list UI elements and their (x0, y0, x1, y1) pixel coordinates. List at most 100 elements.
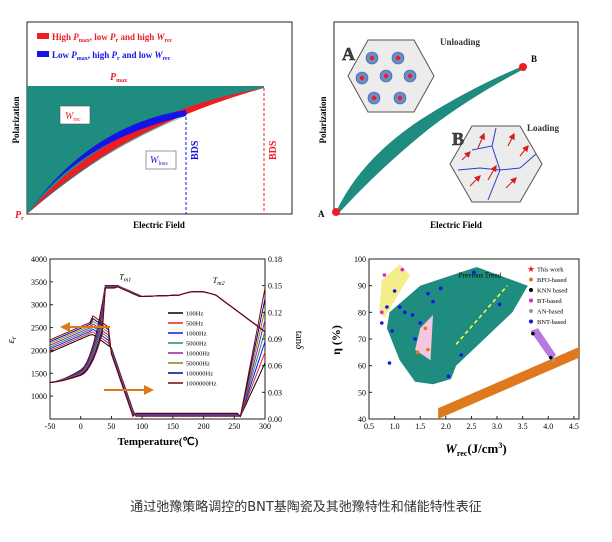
inset-b: B (449, 125, 543, 203)
y-tick-label: 2000 (31, 346, 47, 355)
loss-curve-100000Hz (49, 298, 266, 418)
y-tick-label: 2500 (31, 324, 47, 333)
x-tick-label: 200 (198, 422, 210, 431)
trend-line (455, 285, 508, 345)
x-tick-label: 2.0 (441, 422, 451, 431)
inset-a: A (342, 39, 435, 113)
point-bnt (446, 374, 451, 379)
panel-c-frame (49, 258, 266, 420)
trend-label: Previous Trend (459, 272, 502, 280)
legend-marker (529, 288, 533, 292)
y-right-tick-label: 0.09 (268, 335, 282, 344)
inset-a-label: A (342, 44, 355, 64)
wrec-label: Wrec (65, 111, 81, 123)
point-bfo (572, 350, 576, 355)
point-bnt (426, 291, 430, 296)
pmax-area (27, 86, 264, 214)
permittivity-curve-500Hz (49, 285, 266, 383)
point-bnt (431, 299, 435, 304)
y-tick-label: 3000 (31, 301, 47, 310)
y-tick-label: 80 (358, 308, 366, 317)
legend-label-1000000Hz: 1000000Hz (186, 381, 216, 388)
point-bfo (423, 326, 428, 331)
point-bnt (413, 337, 417, 341)
x-tick-label: 150 (167, 422, 179, 431)
x-tick-label: 0.5 (364, 422, 374, 431)
panel-a-ylabel: Polarization (11, 97, 21, 144)
legend-label: This work (537, 267, 564, 274)
point-bnt (438, 286, 443, 291)
legend-label-100000Hz: 100000Hz (186, 371, 213, 378)
point-bt (382, 273, 387, 277)
permittivity-curve-1000Hz (49, 285, 266, 383)
x-tick-label: 4.5 (569, 422, 579, 431)
bds-label-2: BDS (268, 140, 279, 160)
legend-label-10000Hz: 10000Hz (186, 351, 210, 358)
panel-d-ylabel: η (%) (329, 325, 343, 355)
point-bnt (380, 321, 384, 325)
point-a-label: A (318, 209, 325, 219)
point-bnt (385, 305, 389, 309)
panel-b-frame (333, 21, 579, 215)
x-tick-label: 250 (228, 422, 240, 431)
legend-label-50000Hz: 50000Hz (186, 361, 210, 368)
legend-label-1000Hz: 1000Hz (186, 331, 207, 338)
panel-a-xlabel: Electric Field (133, 220, 185, 230)
y-tick-label: 70 (358, 335, 366, 344)
legend-label-500Hz: 500Hz (186, 321, 203, 328)
legend-low-label: Low Pmax, high Pr and low Wrec (52, 50, 171, 62)
point-bnt (472, 270, 476, 275)
point-bnt (459, 353, 463, 357)
point-knn (531, 331, 535, 336)
unloading-label: Unloading (440, 37, 481, 47)
point-bt (400, 267, 405, 272)
pr-label: Pr (15, 210, 24, 222)
legend-label-5000Hz: 5000Hz (186, 341, 207, 348)
figure-caption: 通过弛豫策略调控的BNT基陶瓷及其弛豫特性和储能特性表征 (130, 500, 482, 515)
panel-c-chart: -50 0 50 100 150 200 250 300 1000 1500 2000 2500 300… (5, 255, 305, 448)
x-tick-label: -50 (45, 422, 56, 431)
point-bnt (403, 310, 407, 315)
point-bnt (397, 305, 402, 309)
wloss-label: Wloss (150, 155, 168, 167)
legend-marker (529, 319, 533, 324)
panel-c-ylabel-left: εr (5, 336, 18, 343)
panel-d-chart: 0.5 1.0 1.5 2.0 2.5 3.0 3.5 4.0 4.5 40 50 60 70 80 90 1… (329, 255, 580, 458)
point-bt (380, 310, 384, 315)
bds-label-1: BDS (190, 140, 201, 160)
x-tick-label: 300 (259, 422, 271, 431)
x-tick-label: 4.0 (543, 422, 553, 431)
y-tick-label: 1000 (31, 392, 47, 401)
point-b-label: B (531, 54, 537, 64)
panel-d-xlabel: Wrec(J/cm3) (445, 441, 506, 458)
y-right-tick-label: 0.18 (268, 255, 282, 264)
point-bfo (415, 350, 420, 355)
panel-a: BDS BDS High Pmax, low Pr and high Wrec … (11, 21, 293, 230)
legend-label-100Hz: 100Hz (186, 311, 203, 318)
point-bnt (390, 329, 394, 333)
legend-marker-star: ★ (527, 264, 535, 274)
permittivity-curve-100Hz (49, 285, 266, 383)
permittivity-curve-1000000Hz (49, 286, 266, 383)
point-bnt (387, 361, 392, 365)
region-knn (530, 328, 556, 361)
x-tick-label: 1.0 (390, 422, 400, 431)
x-tick-label: 1.5 (415, 422, 425, 431)
point-bnt (418, 321, 423, 325)
legend-low-swatch (37, 51, 49, 57)
panel-b: A B Unloading Loading A B (318, 21, 579, 230)
x-tick-label: 0 (79, 422, 83, 431)
annotation-tm2: Tm2 (213, 276, 225, 287)
legend-high-swatch (37, 33, 49, 39)
y-right-tick-label: 0.06 (268, 362, 282, 371)
point-bnt (497, 302, 502, 307)
point-b-marker (519, 63, 527, 71)
y-tick-label: 90 (358, 282, 366, 291)
x-tick-label: 3.5 (518, 422, 528, 431)
x-tick-label: 50 (107, 422, 115, 431)
y-right-tick-label: 0.00 (268, 415, 282, 424)
loss-curve-1000000Hz (49, 288, 266, 418)
y-right-tick-label: 0.15 (268, 282, 282, 291)
inset-b-label: B (452, 129, 464, 149)
point-knn (549, 355, 553, 360)
